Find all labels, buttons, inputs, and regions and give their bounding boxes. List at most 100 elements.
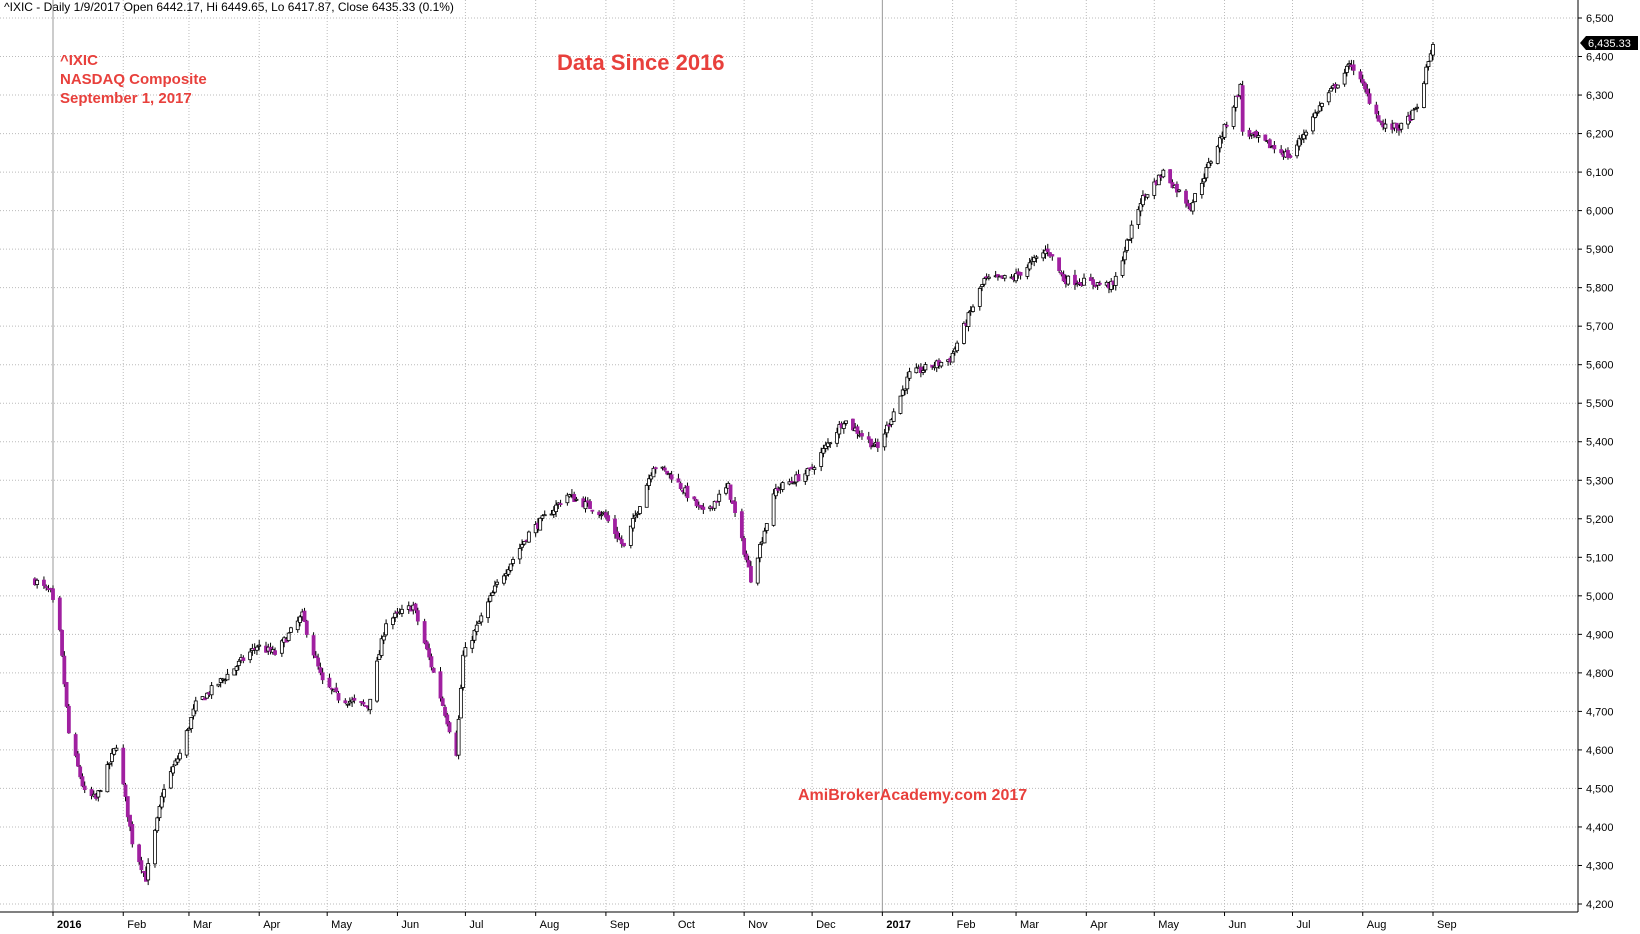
candle-up bbox=[257, 644, 262, 647]
candle-up bbox=[538, 517, 543, 531]
candle-down bbox=[121, 747, 126, 785]
y-tick-label: 5,900 bbox=[1586, 244, 1614, 256]
candle-down bbox=[869, 438, 873, 448]
candle-up bbox=[837, 424, 842, 435]
candle-up bbox=[1125, 239, 1129, 251]
candle-up bbox=[1295, 144, 1299, 157]
candle-up bbox=[1202, 178, 1207, 183]
candle-down bbox=[749, 566, 753, 583]
candle-down bbox=[746, 559, 751, 568]
candle-up bbox=[977, 288, 982, 307]
candle-down bbox=[202, 697, 207, 701]
candle-down bbox=[440, 698, 445, 706]
candle-up bbox=[986, 276, 991, 279]
candle-up bbox=[236, 660, 241, 667]
candle-up bbox=[502, 575, 506, 584]
candle-down bbox=[1073, 274, 1077, 285]
candle-up bbox=[470, 640, 475, 649]
candle-up bbox=[98, 790, 103, 793]
candle-up bbox=[1032, 257, 1037, 262]
candle-down bbox=[1018, 272, 1023, 276]
candle-down bbox=[866, 436, 871, 440]
y-tick-label: 4,400 bbox=[1586, 822, 1614, 834]
candle-up bbox=[384, 623, 389, 636]
candle-up bbox=[644, 484, 649, 508]
candle-down bbox=[692, 496, 697, 500]
candle-up bbox=[1320, 103, 1324, 107]
candle-down bbox=[429, 656, 434, 668]
x-tick-label: May bbox=[1158, 919, 1179, 931]
candle-down bbox=[78, 766, 83, 778]
candle-up bbox=[508, 563, 513, 571]
chart-header: ^IXIC - Daily 1/9/2017 Open 6442.17, Hi … bbox=[4, 0, 454, 14]
candle-down bbox=[42, 579, 46, 586]
candle-up bbox=[486, 601, 490, 619]
candle-up bbox=[162, 789, 166, 798]
candle-down bbox=[1367, 93, 1372, 104]
candle-up bbox=[463, 647, 468, 657]
candle-down bbox=[1360, 79, 1365, 84]
y-tick-label: 5,500 bbox=[1586, 398, 1614, 410]
candle-up bbox=[1304, 131, 1308, 136]
x-tick-label: Jul bbox=[1297, 919, 1311, 931]
candle-up bbox=[477, 621, 481, 624]
candle-down bbox=[676, 478, 681, 483]
candle-down bbox=[1279, 149, 1284, 154]
candle-up bbox=[1431, 44, 1435, 56]
candle-down bbox=[669, 474, 674, 480]
x-tick-label: Jun bbox=[1229, 919, 1247, 931]
candle-up bbox=[1313, 112, 1318, 118]
candle-down bbox=[1091, 279, 1095, 285]
candle-up bbox=[841, 423, 846, 429]
candle-up bbox=[762, 530, 767, 544]
candle-down bbox=[558, 503, 563, 505]
candle-down bbox=[1240, 85, 1245, 132]
candle-up bbox=[1177, 189, 1182, 192]
candle-down bbox=[51, 588, 55, 600]
candle-up bbox=[717, 493, 722, 502]
candle-up bbox=[479, 615, 484, 623]
candle-down bbox=[1168, 169, 1173, 184]
candle-up bbox=[191, 708, 196, 717]
y-tick-label: 6,000 bbox=[1586, 206, 1614, 218]
candle-down bbox=[694, 499, 699, 507]
candle-down bbox=[699, 504, 703, 509]
candle-up bbox=[982, 278, 987, 285]
candle-up bbox=[209, 685, 214, 696]
candle-up bbox=[1206, 162, 1211, 168]
date-annotation: September 1, 2017 bbox=[60, 90, 192, 107]
y-tick-label: 4,200 bbox=[1586, 899, 1614, 911]
x-tick-label: Mar bbox=[1020, 919, 1039, 931]
x-tick-label: Feb bbox=[127, 919, 146, 931]
candle-up bbox=[1034, 256, 1039, 259]
x-tick-label: Apr bbox=[1090, 919, 1107, 931]
candle-down bbox=[313, 655, 318, 659]
candle-down bbox=[343, 700, 348, 704]
candle-up bbox=[780, 482, 785, 490]
candle-down bbox=[73, 734, 78, 756]
candle-up bbox=[758, 544, 762, 559]
candle-up bbox=[35, 579, 40, 585]
candle-down bbox=[742, 537, 747, 555]
candle-up bbox=[1041, 252, 1046, 259]
candle-up bbox=[771, 493, 776, 526]
candle-down bbox=[622, 542, 626, 547]
candle-up bbox=[647, 478, 651, 486]
candle-down bbox=[329, 687, 334, 690]
candle-up bbox=[1027, 262, 1032, 270]
candle-up bbox=[1335, 84, 1340, 89]
candle-up bbox=[1329, 88, 1333, 92]
candle-up bbox=[905, 376, 910, 390]
candle-down bbox=[918, 366, 923, 373]
candle-up bbox=[898, 395, 903, 414]
candle-down bbox=[413, 603, 418, 611]
y-tick-label: 5,400 bbox=[1586, 437, 1614, 449]
candle-up bbox=[1347, 63, 1352, 66]
y-tick-label: 5,600 bbox=[1586, 360, 1614, 372]
candle-down bbox=[82, 785, 87, 791]
candle-up bbox=[651, 467, 656, 478]
candle-up bbox=[205, 692, 209, 699]
candle-down bbox=[606, 515, 611, 522]
candle-up bbox=[218, 678, 223, 683]
x-tick-label: 2017 bbox=[886, 919, 910, 931]
